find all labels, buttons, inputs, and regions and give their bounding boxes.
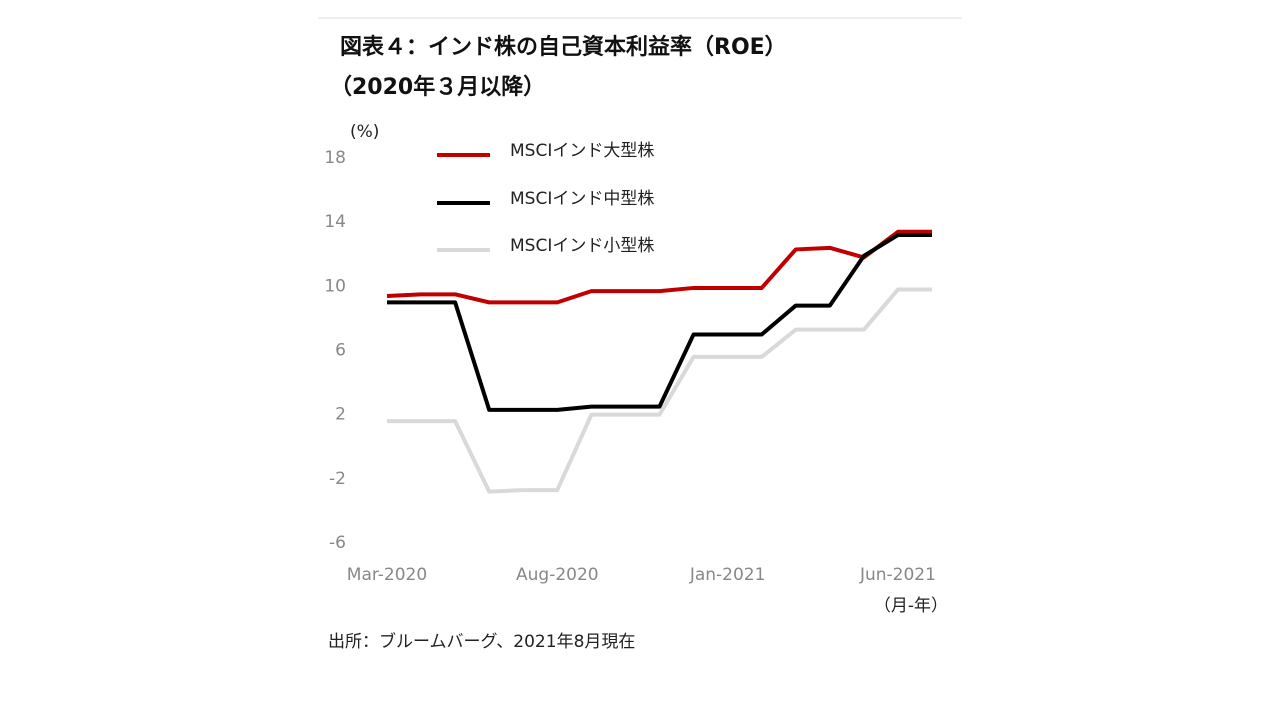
y-tick-label: 6 (335, 341, 346, 361)
y-tick-label: 10 (324, 276, 346, 296)
x-tick-label: Jun-2021 (859, 565, 936, 585)
series-line (386, 229, 932, 305)
y-axis-label: (%) (350, 122, 379, 142)
series-line (387, 233, 932, 412)
legend-label: MSCIインド中型株 (510, 189, 654, 209)
x-tick-label: Mar-2020 (347, 565, 427, 585)
chart-subtitle: （2020年３月以降） (330, 74, 545, 100)
legend-label: MSCIインド大型株 (510, 141, 654, 161)
y-tick-label: -2 (329, 469, 346, 489)
y-tick-label: -6 (329, 533, 346, 553)
series-line (387, 287, 932, 494)
x-tick-label: Aug-2020 (516, 565, 599, 585)
chart-title: 図表４：インド株の自己資本利益率（ROE） (340, 34, 787, 60)
x-axis-label: （月-年） (874, 596, 948, 616)
legend-label: MSCIインド小型株 (510, 236, 654, 256)
y-tick-label: 14 (324, 212, 346, 232)
y-tick-label: 18 (324, 148, 346, 168)
source-note: 出所：ブルームバーグ、2021年8月現在 (328, 631, 635, 652)
x-tick-label: Jan-2021 (689, 565, 766, 585)
y-tick-label: 2 (335, 405, 346, 425)
